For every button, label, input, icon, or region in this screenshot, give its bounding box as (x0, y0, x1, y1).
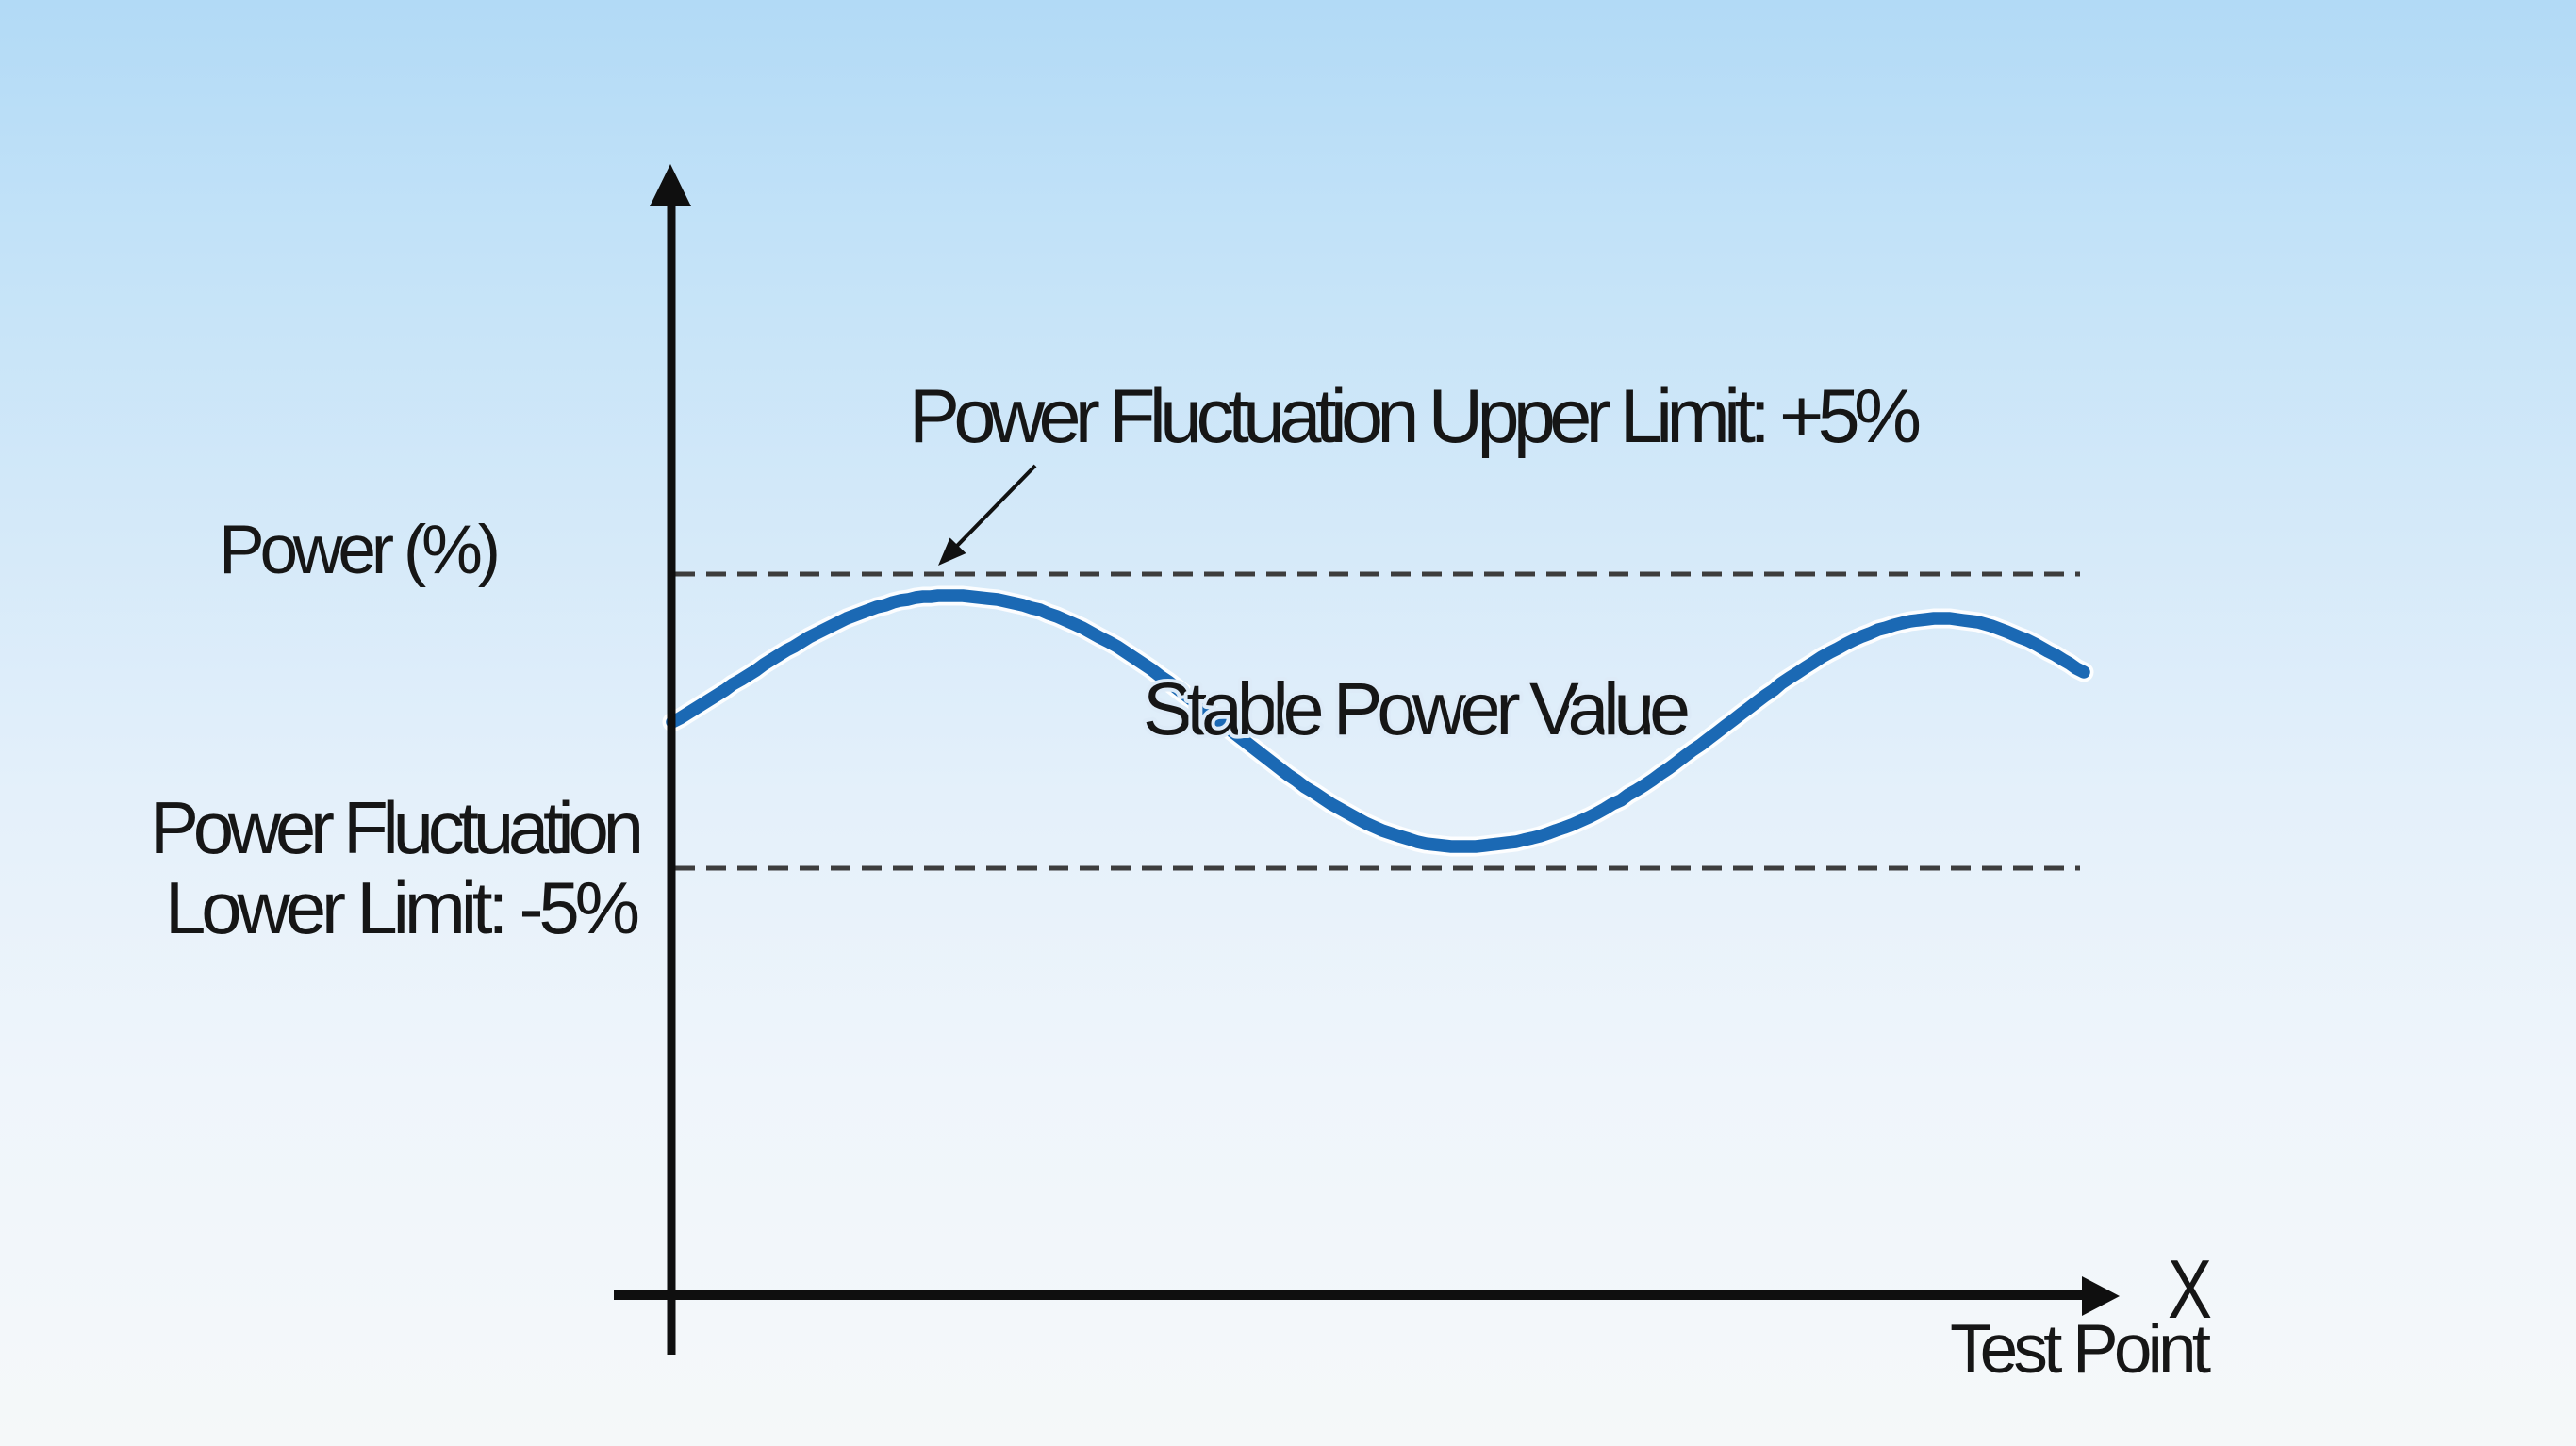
svg-text:Power Fluctuation: Power Fluctuation (150, 786, 644, 869)
svg-text:Power (%): Power (%) (219, 512, 501, 588)
svg-text:Lower Limit: -5%: Lower Limit: -5% (165, 866, 640, 949)
svg-text:X: X (2168, 1242, 2212, 1336)
svg-text:Stable Power Value: Stable Power Value (1143, 666, 1691, 750)
svg-text:Test Point: Test Point (1950, 1311, 2211, 1388)
svg-text:Power Fluctuation Upper Limit:: Power Fluctuation Upper Limit: +5% (909, 374, 1922, 459)
